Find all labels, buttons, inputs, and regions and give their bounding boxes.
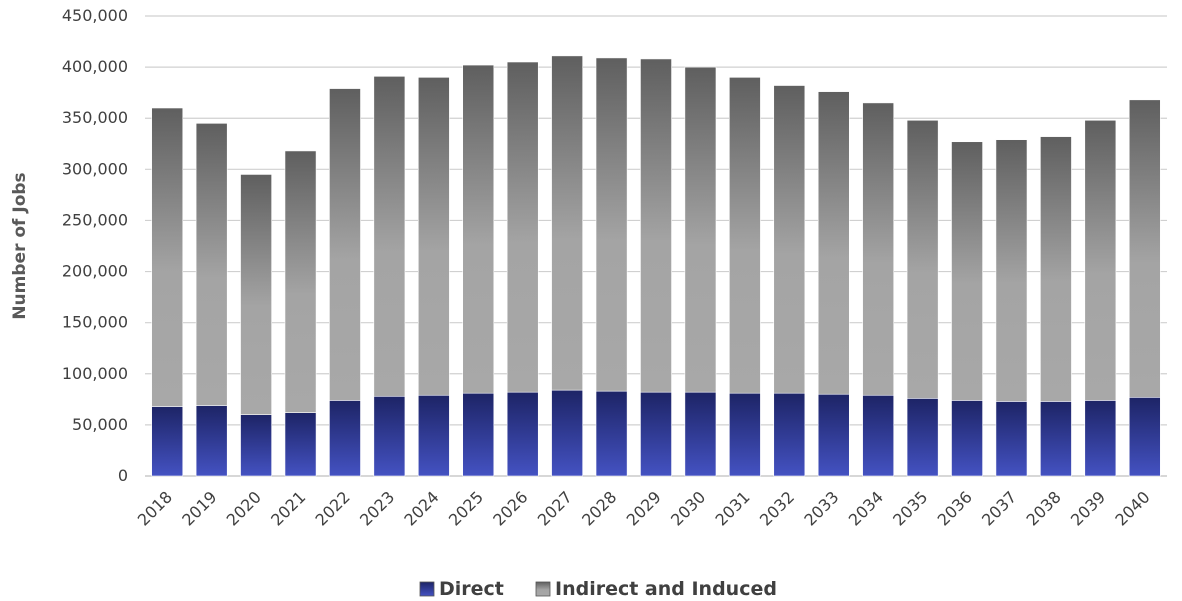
bar-indirect-induced — [1128, 99, 1161, 398]
bar-indirect-induced — [1040, 136, 1072, 402]
bar-indirect-induced — [462, 64, 495, 394]
legend: Direct Indirect and Induced — [419, 578, 777, 600]
bar-direct — [240, 414, 272, 477]
bar-direct — [862, 394, 895, 477]
y-tick-label: 250,000 — [62, 210, 128, 229]
x-tick-label: 2039 — [1067, 487, 1109, 529]
bar-indirect-induced — [995, 139, 1028, 402]
x-tick-label: 2023 — [356, 487, 398, 529]
y-axis-tick-labels: 0 50,000 100,000 150,000 200,000 250,000 300,0… — [62, 6, 128, 485]
bar-indirect-induced — [329, 88, 361, 401]
legend-label: Indirect and Induced — [555, 578, 777, 600]
bar-indirect-induced — [151, 107, 184, 407]
x-axis-tick-labels: 2018 2019 2020 2021 2022 2023 2024 2025 2026 2027… — [134, 487, 1154, 529]
x-tick-label: 2019 — [178, 487, 220, 529]
bar-indirect-induced — [951, 141, 983, 401]
y-tick-label: 300,000 — [62, 159, 128, 178]
bar-direct — [506, 391, 539, 477]
bar-indirect-induced — [551, 55, 583, 391]
bar-direct — [817, 393, 850, 477]
bar-indirect-induced — [1084, 119, 1117, 401]
bar-indirect-induced — [773, 85, 806, 394]
x-tick-label: 2027 — [534, 487, 576, 529]
bar-direct — [595, 390, 628, 477]
y-tick-label: 200,000 — [62, 262, 128, 281]
bar-direct — [729, 392, 761, 477]
bar-indirect-induced — [506, 61, 539, 393]
x-tick-label: 2030 — [667, 487, 709, 529]
bar-direct — [684, 391, 717, 477]
x-tick-label: 2032 — [756, 487, 798, 529]
y-tick-label: 100,000 — [62, 364, 128, 383]
x-tick-label: 2036 — [934, 487, 976, 529]
x-tick-label: 2038 — [1023, 487, 1065, 529]
bars — [151, 55, 1161, 477]
bar-direct — [906, 398, 939, 477]
bar-direct — [1040, 401, 1072, 477]
y-tick-label: 50,000 — [72, 415, 128, 434]
bar-indirect-induced — [373, 76, 406, 397]
x-tick-label: 2040 — [1111, 487, 1153, 529]
bar-indirect-induced — [640, 58, 672, 393]
bar-direct — [329, 400, 361, 477]
bar-indirect-induced — [284, 150, 317, 413]
x-tick-label: 2037 — [978, 487, 1020, 529]
y-tick-label: 450,000 — [62, 6, 128, 25]
x-tick-label: 2024 — [400, 487, 442, 529]
bar-indirect-induced — [729, 77, 761, 394]
bar-direct — [640, 391, 672, 477]
bar-direct — [284, 412, 317, 477]
bar-direct — [1128, 396, 1161, 477]
bar-direct — [773, 392, 806, 477]
bar-indirect-induced — [906, 119, 939, 399]
legend-label: Direct — [439, 578, 504, 600]
bar-direct — [417, 394, 450, 477]
x-tick-label: 2025 — [445, 487, 487, 529]
legend-swatch-indirect-induced — [535, 581, 551, 597]
y-axis-label: Number of Jobs — [10, 172, 30, 319]
bar-indirect-induced — [817, 91, 850, 395]
x-tick-label: 2034 — [845, 487, 887, 529]
x-tick-label: 2029 — [623, 487, 665, 529]
bar-direct — [995, 401, 1028, 477]
x-tick-label: 2031 — [711, 487, 753, 529]
x-tick-label: 2022 — [312, 487, 354, 529]
y-tick-label: 150,000 — [62, 313, 128, 332]
bar-indirect-induced — [684, 66, 717, 393]
bar-indirect-induced — [862, 102, 895, 396]
x-tick-label: 2018 — [134, 487, 176, 529]
bar-indirect-induced — [595, 57, 628, 392]
bar-direct — [551, 389, 583, 477]
bar-direct — [151, 406, 184, 477]
y-tick-label: 350,000 — [62, 108, 128, 127]
bar-direct — [195, 405, 228, 477]
x-tick-label: 2033 — [800, 487, 842, 529]
legend-swatch-direct — [419, 581, 435, 597]
bar-indirect-induced — [417, 77, 450, 396]
bar-direct — [951, 400, 983, 477]
y-tick-label: 400,000 — [62, 57, 128, 76]
bar-indirect-induced — [240, 174, 272, 415]
bar-direct — [462, 392, 495, 477]
bar-indirect-induced — [195, 123, 228, 406]
x-tick-label: 2028 — [578, 487, 620, 529]
x-tick-label: 2021 — [267, 487, 309, 529]
x-tick-label: 2035 — [889, 487, 931, 529]
bar-direct — [1084, 400, 1117, 477]
y-tick-label: 0 — [118, 466, 128, 485]
bar-direct — [373, 395, 406, 477]
x-tick-label: 2026 — [489, 487, 531, 529]
x-tick-label: 2020 — [223, 487, 265, 529]
